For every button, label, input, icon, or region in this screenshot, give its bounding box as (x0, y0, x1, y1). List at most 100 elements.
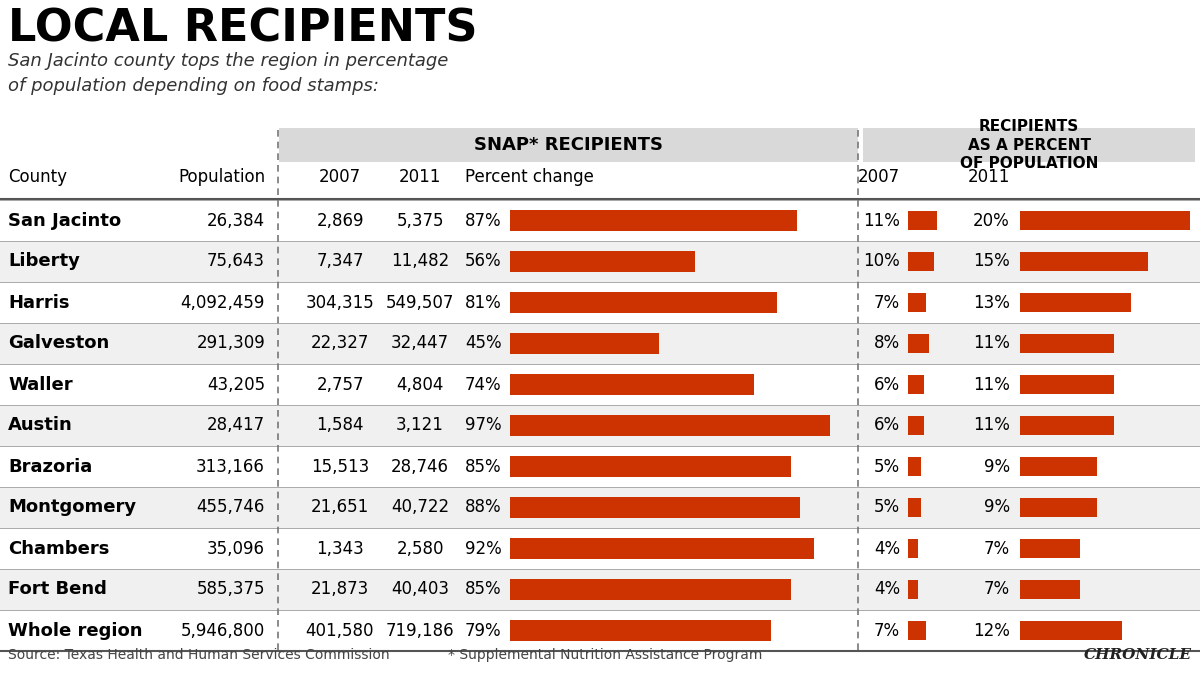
Text: 92%: 92% (466, 539, 502, 558)
Text: 3,121: 3,121 (396, 417, 444, 434)
Text: 74%: 74% (466, 375, 502, 394)
Text: 9%: 9% (984, 458, 1010, 475)
Bar (908, 293, 926, 313)
Text: 11,482: 11,482 (391, 253, 449, 270)
Text: 585,375: 585,375 (197, 580, 265, 599)
Text: 32,447: 32,447 (391, 334, 449, 353)
Text: Liberty: Liberty (8, 253, 80, 270)
Text: 15,513: 15,513 (311, 458, 370, 475)
Text: 2007: 2007 (858, 168, 900, 186)
Text: 7,347: 7,347 (317, 253, 364, 270)
Text: 5%: 5% (874, 498, 900, 516)
Bar (0, 610, 1200, 651)
Text: 56%: 56% (466, 253, 502, 270)
Bar (0, 528, 1200, 569)
Bar (863, 128, 1195, 162)
Text: Harris: Harris (8, 294, 70, 311)
Bar (510, 456, 791, 477)
Text: 97%: 97% (466, 417, 502, 434)
Text: 81%: 81% (466, 294, 502, 311)
Bar (0, 200, 1200, 241)
Text: 549,507: 549,507 (386, 294, 454, 311)
Text: Source: Texas Health and Human Services Commission: Source: Texas Health and Human Services … (8, 648, 390, 662)
Text: 4,092,459: 4,092,459 (181, 294, 265, 311)
Bar (510, 374, 755, 395)
Bar (278, 128, 858, 162)
Text: 7%: 7% (874, 294, 900, 311)
Text: 5,375: 5,375 (396, 212, 444, 229)
Text: 75,643: 75,643 (208, 253, 265, 270)
Text: 13%: 13% (973, 294, 1010, 311)
Text: 313,166: 313,166 (196, 458, 265, 475)
Bar (1020, 415, 1114, 435)
Bar (0, 487, 1200, 528)
Text: 85%: 85% (466, 458, 502, 475)
Bar (0, 405, 1200, 446)
Bar (510, 292, 778, 313)
Text: 28,746: 28,746 (391, 458, 449, 475)
Text: 22,327: 22,327 (311, 334, 370, 353)
Text: 1,343: 1,343 (316, 539, 364, 558)
Bar (1020, 457, 1097, 476)
Text: LOCAL RECIPIENTS: LOCAL RECIPIENTS (8, 8, 478, 51)
Text: Percent change: Percent change (466, 168, 594, 186)
Text: 15%: 15% (973, 253, 1010, 270)
Text: 26,384: 26,384 (206, 212, 265, 229)
Text: 11%: 11% (973, 417, 1010, 434)
Text: 8%: 8% (874, 334, 900, 353)
Text: Brazoria: Brazoria (8, 458, 92, 475)
Text: 1,584: 1,584 (317, 417, 364, 434)
Text: 79%: 79% (466, 622, 502, 639)
Text: 4%: 4% (874, 580, 900, 599)
Text: RECIPIENTS
AS A PERCENT
OF POPULATION: RECIPIENTS AS A PERCENT OF POPULATION (960, 119, 1098, 171)
Text: San Jacinto county tops the region in percentage
of population depending on food: San Jacinto county tops the region in pe… (8, 52, 449, 95)
Text: 4,804: 4,804 (396, 375, 444, 394)
Bar (0, 569, 1200, 610)
Text: Fort Bend: Fort Bend (8, 580, 107, 599)
Bar (510, 579, 791, 600)
Bar (908, 415, 924, 435)
Bar (510, 538, 814, 559)
Text: 10%: 10% (863, 253, 900, 270)
Text: 6%: 6% (874, 417, 900, 434)
Text: 7%: 7% (984, 539, 1010, 558)
Bar (1020, 580, 1080, 599)
Bar (0, 323, 1200, 364)
Text: 455,746: 455,746 (197, 498, 265, 516)
Bar (510, 620, 770, 641)
Text: Montgomery: Montgomery (8, 498, 136, 516)
Bar (0, 241, 1200, 282)
Bar (908, 457, 922, 476)
Bar (1020, 620, 1122, 640)
Text: Galveston: Galveston (8, 334, 109, 353)
Bar (908, 375, 924, 394)
Bar (510, 415, 830, 436)
Bar (1020, 498, 1097, 518)
Text: 5%: 5% (874, 458, 900, 475)
Bar (908, 252, 934, 271)
Text: 40,403: 40,403 (391, 580, 449, 599)
Text: 11%: 11% (863, 212, 900, 229)
Text: San Jacinto: San Jacinto (8, 212, 121, 229)
Bar (510, 251, 695, 272)
Bar (908, 498, 922, 518)
Text: 40,722: 40,722 (391, 498, 449, 516)
Bar (908, 539, 918, 558)
Bar (510, 333, 659, 354)
Bar (1020, 375, 1114, 394)
Text: 88%: 88% (466, 498, 502, 516)
Text: 304,315: 304,315 (306, 294, 374, 311)
Text: 21,873: 21,873 (311, 580, 370, 599)
Text: Population: Population (178, 168, 265, 186)
Text: 2007: 2007 (319, 168, 361, 186)
Text: 11%: 11% (973, 334, 1010, 353)
Text: 6%: 6% (874, 375, 900, 394)
Text: * Supplemental Nutrition Assistance Program: * Supplemental Nutrition Assistance Prog… (448, 648, 762, 662)
Text: 85%: 85% (466, 580, 502, 599)
Text: 7%: 7% (874, 622, 900, 639)
Text: Austin: Austin (8, 417, 73, 434)
Bar (510, 210, 797, 231)
Bar (908, 334, 929, 353)
Text: 35,096: 35,096 (208, 539, 265, 558)
Bar (908, 620, 926, 640)
